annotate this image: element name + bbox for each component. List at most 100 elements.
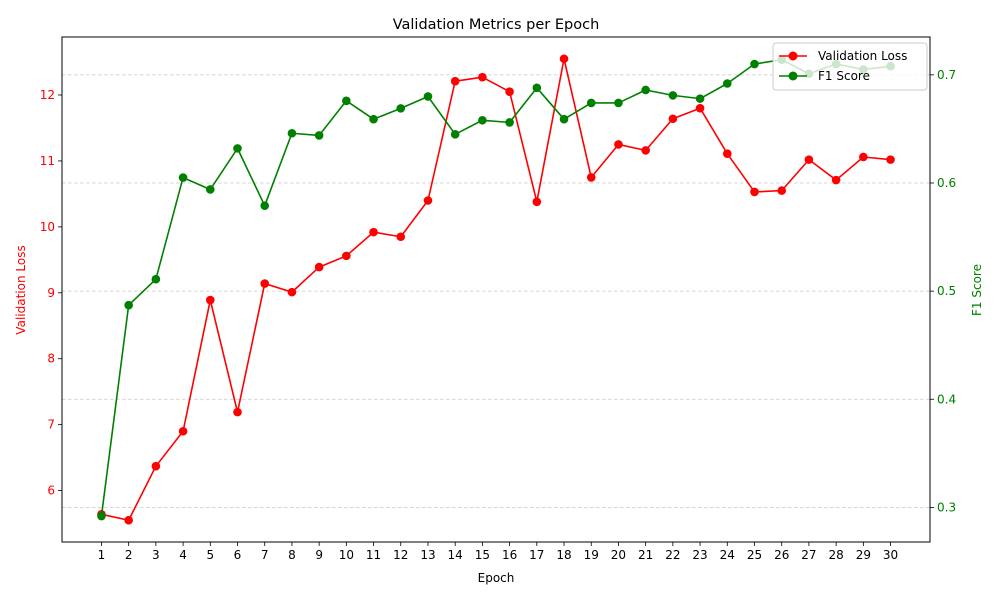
- data-point-f1: [396, 104, 406, 113]
- legend-label-loss: Validation Loss: [818, 49, 907, 63]
- data-point-loss: [804, 155, 814, 164]
- data-point-loss: [886, 155, 895, 164]
- data-point-loss: [233, 407, 242, 417]
- x-tick-label: 20: [611, 548, 626, 562]
- data-point-f1: [750, 59, 759, 69]
- grid-layer: [62, 74, 930, 508]
- data-point-loss: [260, 279, 270, 288]
- data-point-f1: [369, 114, 378, 124]
- data-point-loss: [641, 146, 650, 155]
- data-point-loss: [777, 186, 787, 195]
- data-point-f1: [614, 98, 623, 108]
- data-point-f1: [695, 94, 705, 103]
- x-tick-label: 21: [638, 548, 653, 562]
- data-point-f1: [641, 85, 650, 95]
- x-tick-label: 3: [152, 548, 160, 562]
- data-point-loss: [396, 232, 406, 242]
- data-point-f1: [722, 79, 732, 88]
- data-point-f1: [532, 83, 542, 93]
- y-axis-left-label: Validation Loss: [14, 245, 28, 334]
- data-point-f1: [314, 131, 324, 140]
- data-point-loss: [342, 251, 351, 261]
- y-left-tick-label: 6: [47, 484, 55, 498]
- data-point-loss: [205, 295, 215, 305]
- y-left-tick-label: 11: [40, 154, 55, 168]
- x-tick-label: 9: [315, 548, 323, 562]
- data-point-f1: [450, 130, 460, 139]
- series-line-loss: [101, 57, 891, 522]
- y-right-tick-label: 0.4: [937, 392, 956, 406]
- data-point-f1: [423, 92, 433, 101]
- series-layer: [97, 54, 895, 525]
- y-axis-right-label: F1 Score: [970, 264, 984, 316]
- x-tick-label: 22: [665, 548, 680, 562]
- data-point-loss: [124, 515, 133, 525]
- data-point-loss: [478, 72, 487, 82]
- y-axis-right: 0.3 0.4 0.5 0.6 0.7: [930, 68, 956, 514]
- chart-title: Validation Metrics per Epoch: [393, 17, 600, 33]
- x-tick-label: 7: [261, 548, 269, 562]
- x-tick-label: 13: [420, 548, 435, 562]
- x-tick-label: 4: [179, 548, 187, 562]
- x-tick-label: 28: [828, 548, 843, 562]
- x-tick-label: 27: [801, 548, 816, 562]
- x-tick-label: 8: [288, 548, 296, 562]
- legend-marker-f1: [788, 71, 798, 81]
- x-tick-label: 5: [206, 548, 214, 562]
- x-tick-label: 23: [692, 548, 707, 562]
- data-point-loss: [695, 103, 705, 113]
- data-point-f1: [559, 114, 569, 124]
- data-point-loss: [178, 426, 188, 436]
- data-point-f1: [151, 274, 161, 284]
- data-point-f1: [124, 300, 133, 310]
- data-point-loss: [532, 197, 542, 207]
- data-point-loss: [151, 461, 161, 471]
- y-left-tick-label: 7: [47, 418, 55, 432]
- x-tick-label: 19: [584, 548, 599, 562]
- data-point-loss: [450, 76, 460, 86]
- data-point-f1: [178, 173, 188, 182]
- x-axis-label: Epoch: [478, 571, 515, 585]
- data-point-f1: [205, 185, 215, 194]
- y-left-tick-label: 8: [47, 352, 55, 366]
- data-point-f1: [97, 511, 106, 521]
- x-tick-label: 1: [98, 548, 106, 562]
- y-left-tick-label: 9: [47, 286, 55, 300]
- data-point-loss: [722, 149, 732, 158]
- data-point-loss: [831, 175, 841, 185]
- data-point-loss: [287, 287, 297, 297]
- data-point-loss: [750, 187, 759, 197]
- data-point-f1: [287, 128, 297, 138]
- legend-box: [772, 42, 928, 91]
- x-axis: 1 2 3 4 5 6 7 8 9 10 11 12 13 14 15 16 17 18 19 20 21 22 23 24 2…: [98, 542, 898, 562]
- y-right-tick-label: 0.3: [937, 500, 956, 514]
- x-tick-label: 26: [774, 548, 789, 562]
- data-point-loss: [423, 196, 433, 205]
- data-point-f1: [586, 98, 596, 108]
- x-tick-label: 12: [393, 548, 408, 562]
- data-point-loss: [559, 54, 569, 64]
- x-tick-label: 14: [448, 548, 463, 562]
- x-tick-label: 25: [747, 548, 762, 562]
- y-left-tick-label: 10: [40, 220, 55, 234]
- data-point-f1: [342, 96, 351, 106]
- data-point-f1: [505, 118, 514, 127]
- x-tick-label: 2: [125, 548, 133, 562]
- x-tick-label: 16: [502, 548, 517, 562]
- data-point-loss: [505, 87, 514, 97]
- x-tick-label: 30: [883, 548, 898, 562]
- data-point-f1: [233, 144, 242, 153]
- y-left-tick-label: 12: [40, 88, 55, 102]
- data-point-loss: [859, 152, 868, 162]
- x-tick-label: 18: [556, 548, 571, 562]
- x-tick-label: 10: [339, 548, 354, 562]
- x-tick-label: 15: [475, 548, 490, 562]
- data-point-f1: [478, 115, 487, 125]
- y-right-tick-label: 0.7: [937, 68, 956, 82]
- data-point-f1: [668, 91, 678, 100]
- legend-label-f1: F1 Score: [818, 69, 870, 83]
- data-point-loss: [369, 227, 378, 237]
- data-point-loss: [668, 114, 678, 124]
- x-tick-label: 24: [720, 548, 735, 562]
